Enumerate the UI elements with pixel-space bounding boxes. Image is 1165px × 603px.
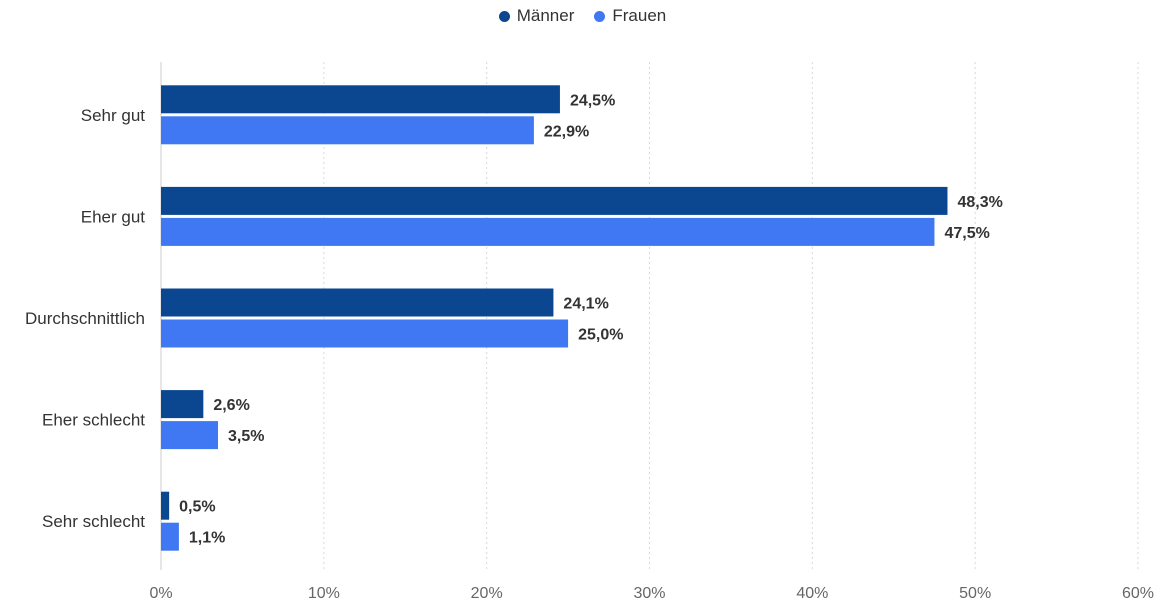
bar-frauen[interactable] (161, 217, 935, 246)
category-label: Eher schlecht (42, 411, 145, 430)
data-label: 48,3% (957, 194, 1002, 211)
bar-maenner[interactable] (161, 288, 554, 317)
x-tick-label: 20% (471, 585, 503, 602)
chart-legend: Männer Frauen (0, 6, 1165, 26)
x-tick-label: 60% (1122, 585, 1154, 602)
x-tick-label: 10% (308, 585, 340, 602)
bar-frauen[interactable] (161, 421, 218, 450)
category-label: Eher gut (81, 207, 146, 226)
legend-dot-frauen-icon (594, 10, 606, 22)
data-label: 22,9% (544, 123, 589, 140)
legend-dot-maenner-icon (498, 10, 510, 22)
legend-item-frauen[interactable]: Frauen (594, 6, 666, 26)
category-label: Sehr gut (81, 106, 146, 125)
data-label: 1,1% (189, 530, 225, 547)
category-label: Durchschnittlich (25, 309, 145, 328)
data-label: 0,5% (179, 499, 215, 516)
legend-label-frauen: Frauen (612, 6, 667, 25)
x-tick-label: 40% (796, 585, 828, 602)
x-tick-label: 50% (959, 585, 991, 602)
bar-frauen[interactable] (161, 522, 179, 551)
legend-item-maenner[interactable]: Männer (498, 6, 575, 26)
data-label: 47,5% (944, 225, 989, 242)
category-label: Sehr schlecht (42, 512, 145, 531)
data-label: 2,6% (213, 397, 249, 414)
bar-maenner[interactable] (161, 186, 948, 215)
bar-maenner[interactable] (161, 491, 170, 520)
bar-maenner[interactable] (161, 85, 560, 114)
x-tick-label: 30% (633, 585, 665, 602)
x-tick-label: 0% (149, 585, 172, 602)
bar-frauen[interactable] (161, 116, 534, 145)
data-label: 24,1% (563, 296, 608, 313)
data-label: 24,5% (570, 92, 615, 109)
data-label: 3,5% (228, 428, 264, 445)
bar-frauen[interactable] (161, 319, 569, 348)
legend-label-maenner: Männer (516, 6, 575, 25)
bar-maenner[interactable] (161, 390, 204, 419)
data-label: 25,0% (578, 327, 623, 344)
